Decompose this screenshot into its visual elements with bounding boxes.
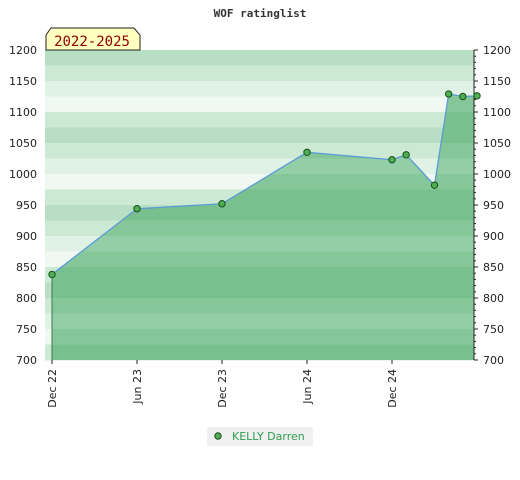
- area-band: [52, 313, 474, 330]
- y-tick-label-left: 800: [16, 292, 37, 305]
- y-tick-label-right: 950: [483, 199, 504, 212]
- chart-title: WOF ratinglist: [214, 7, 307, 20]
- axes: 700 700 750 750 800 800 850 850 900 900 950 950 1000…: [9, 44, 511, 408]
- period-badge: 2022-2025: [45, 27, 141, 51]
- data-point: [218, 200, 226, 208]
- data-point: [303, 148, 311, 157]
- y-tick-label-right: 1100: [483, 106, 511, 119]
- area-band: [52, 282, 474, 299]
- x-tick-label: Jun 23: [131, 369, 144, 405]
- band: [45, 81, 474, 97]
- data-point: [430, 181, 439, 189]
- x-tick-label: Dec 22: [46, 369, 59, 408]
- band: [45, 96, 474, 113]
- band: [45, 112, 474, 128]
- y-tick-label-right: 1200: [483, 44, 511, 57]
- data-point: [133, 205, 141, 213]
- area-band: [52, 344, 474, 361]
- y-tick-label-left: 1050: [9, 137, 37, 150]
- data-point: [444, 90, 453, 98]
- legend-label: KELLY Darren: [232, 430, 305, 443]
- y-tick-label-right: 1050: [483, 137, 511, 150]
- y-tick-label-left: 1100: [9, 106, 37, 119]
- data-point: [388, 156, 396, 164]
- data-point: [402, 151, 410, 159]
- data-point: [473, 92, 481, 100]
- data-point: [48, 270, 56, 279]
- y-tick-label-left: 700: [16, 354, 37, 367]
- area-band: [52, 205, 474, 221]
- y-tick-label-right: 750: [483, 323, 504, 336]
- band: [45, 143, 474, 159]
- y-tick-label-right: 700: [483, 354, 504, 367]
- x-tick-label: Dec 23: [216, 369, 229, 408]
- x-tick-label: Jun 24: [301, 369, 314, 405]
- band: [45, 65, 474, 82]
- legend-marker-icon: [214, 432, 222, 440]
- x-tick-label: Dec 24: [386, 369, 399, 408]
- y-tick-label-left: 1150: [9, 75, 37, 88]
- legend[interactable]: KELLY Darren: [207, 427, 313, 446]
- y-tick-label-right: 1000: [483, 168, 511, 181]
- data-point: [459, 92, 467, 101]
- area-band: [52, 251, 474, 268]
- y-tick-label-right: 800: [483, 292, 504, 305]
- data-points: [48, 90, 481, 279]
- y-tick-label-right: 900: [483, 230, 504, 243]
- area-band: [52, 220, 474, 237]
- area-band: [52, 236, 474, 252]
- area-band: [52, 267, 474, 283]
- area-band: [52, 329, 474, 345]
- badge-label: 2022-2025: [54, 34, 130, 50]
- badge-shape: [45, 27, 141, 51]
- legend-box: [207, 427, 313, 446]
- y-tick-label-right: 850: [483, 261, 504, 274]
- y-tick-label-left: 950: [16, 199, 37, 212]
- band: [45, 50, 474, 66]
- y-tick-label-left: 900: [16, 230, 37, 243]
- area-band: [52, 298, 474, 314]
- y-tick-label-left: 1000: [9, 168, 37, 181]
- y-tick-label-left: 1200: [9, 44, 37, 57]
- y-tick-label-right: 1150: [483, 75, 511, 88]
- band: [45, 127, 474, 144]
- y-tick-label-left: 850: [16, 261, 37, 274]
- y-tick-label-left: 750: [16, 323, 37, 336]
